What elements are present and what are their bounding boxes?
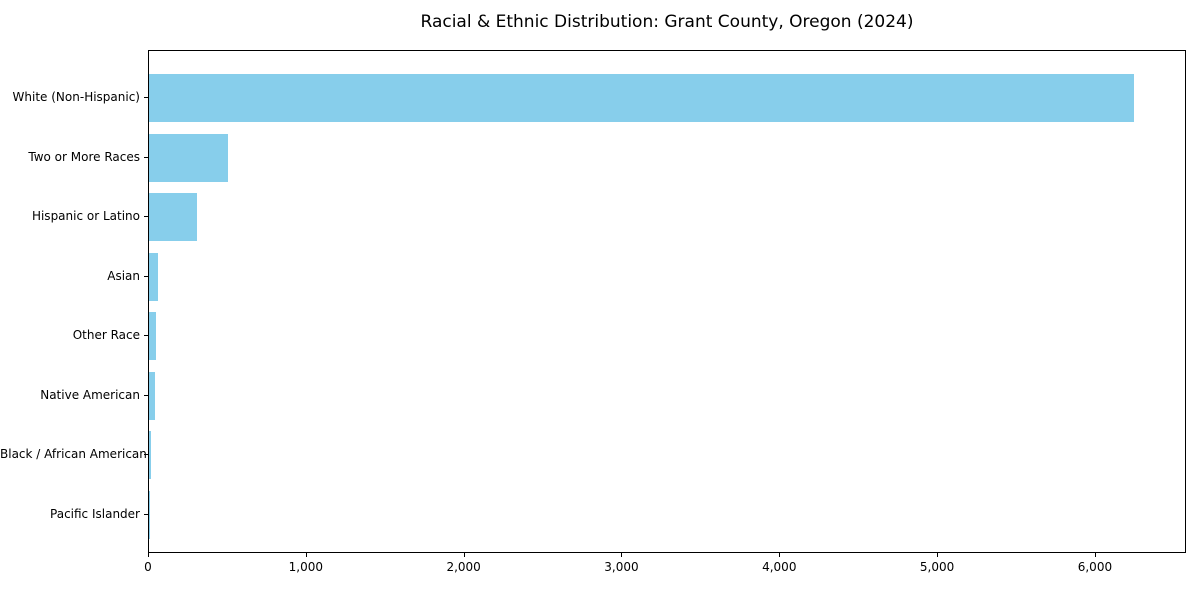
x-tick-mark [621, 553, 623, 557]
x-axis-tick-label: 0 [144, 560, 152, 574]
x-tick-mark [1094, 553, 1096, 557]
bar [149, 312, 157, 361]
y-tick-mark [144, 275, 148, 277]
bar [149, 431, 151, 480]
y-axis-label: Pacific Islander [50, 506, 140, 521]
y-axis-label: Native American [40, 387, 140, 402]
bar [149, 252, 158, 301]
y-tick-mark [144, 454, 148, 456]
bar [149, 371, 155, 420]
x-axis-tick-label: 4,000 [762, 560, 797, 574]
plot-area [148, 50, 1186, 553]
y-axis-label: Asian [107, 268, 140, 283]
x-tick-mark [148, 553, 149, 557]
bar [149, 133, 228, 182]
y-axis-label: Hispanic or Latino [31, 209, 140, 224]
y-axis-label: Black / African American [0, 447, 147, 462]
x-axis-tick-label: 6,000 [1077, 560, 1113, 574]
chart-title: Racial & Ethnic Distribution: Grant Coun… [420, 12, 914, 32]
y-tick-mark [144, 216, 148, 218]
y-axis-label: White (Non-Hispanic) [12, 90, 140, 104]
x-tick-mark [937, 553, 939, 557]
bar [149, 193, 198, 242]
x-axis-tick-label: 3,000 [604, 560, 639, 574]
x-axis-tick-label: 1,000 [288, 560, 323, 574]
y-tick-mark [144, 335, 148, 337]
y-axis-label: Other Race [72, 328, 140, 343]
y-axis-label: Two or More Races [28, 149, 140, 164]
bar [149, 74, 1135, 122]
x-axis-tick-label: 2,000 [446, 560, 481, 574]
x-axis-tick-label: 5,000 [919, 560, 955, 574]
x-tick-mark [305, 553, 307, 557]
y-tick-mark [144, 156, 148, 158]
y-tick-mark [144, 394, 148, 396]
x-tick-mark [463, 553, 465, 557]
x-tick-mark [779, 553, 781, 557]
y-tick-mark [144, 97, 148, 98]
y-tick-mark [144, 513, 148, 515]
